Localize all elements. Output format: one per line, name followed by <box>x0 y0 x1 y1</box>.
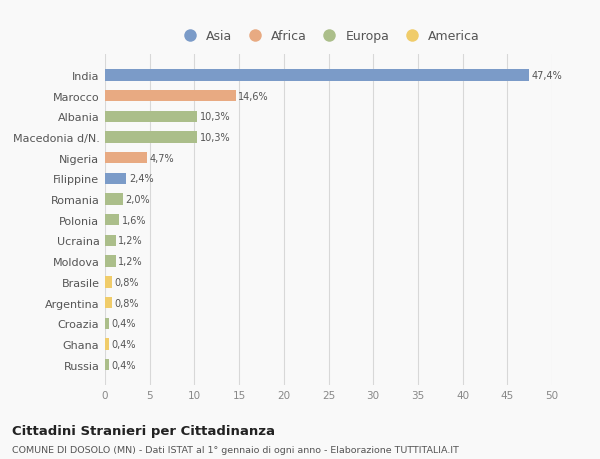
Text: 10,3%: 10,3% <box>200 133 230 143</box>
Bar <box>105 256 116 267</box>
Bar <box>105 339 109 350</box>
Text: 10,3%: 10,3% <box>200 112 230 122</box>
Text: COMUNE DI DOSOLO (MN) - Dati ISTAT al 1° gennaio di ogni anno - Elaborazione TUT: COMUNE DI DOSOLO (MN) - Dati ISTAT al 1°… <box>12 445 459 454</box>
Text: Cittadini Stranieri per Cittadinanza: Cittadini Stranieri per Cittadinanza <box>12 425 275 437</box>
Bar <box>105 215 119 226</box>
Bar <box>105 112 197 123</box>
Text: 4,7%: 4,7% <box>150 153 175 163</box>
Bar <box>105 359 109 370</box>
Text: 1,2%: 1,2% <box>118 257 143 267</box>
Bar <box>105 132 197 143</box>
Text: 0,8%: 0,8% <box>115 298 139 308</box>
Text: 0,4%: 0,4% <box>111 319 136 329</box>
Text: 14,6%: 14,6% <box>238 91 269 101</box>
Bar <box>105 153 147 164</box>
Text: 1,6%: 1,6% <box>122 215 146 225</box>
Bar <box>105 174 127 185</box>
Text: 2,0%: 2,0% <box>125 195 150 205</box>
Bar <box>105 235 116 246</box>
Text: 47,4%: 47,4% <box>532 71 562 81</box>
Bar <box>105 297 112 308</box>
Legend: Asia, Africa, Europa, America: Asia, Africa, Europa, America <box>172 25 485 48</box>
Text: 0,8%: 0,8% <box>115 277 139 287</box>
Text: 2,4%: 2,4% <box>129 174 154 184</box>
Bar <box>105 318 109 329</box>
Bar <box>105 91 236 102</box>
Bar <box>105 70 529 81</box>
Bar <box>105 277 112 288</box>
Text: 0,4%: 0,4% <box>111 339 136 349</box>
Text: 1,2%: 1,2% <box>118 236 143 246</box>
Text: 0,4%: 0,4% <box>111 360 136 370</box>
Bar <box>105 194 123 205</box>
